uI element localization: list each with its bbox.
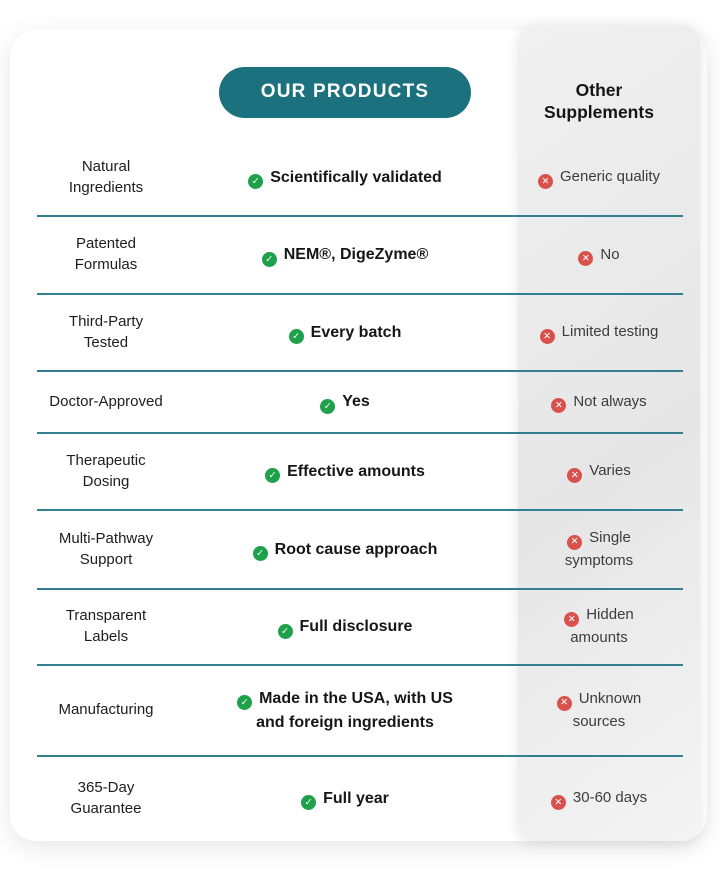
- feature-cell: Manufacturing: [37, 666, 175, 755]
- check-circle-icon: ✓: [261, 251, 277, 267]
- x-circle-icon: ✕: [578, 251, 594, 267]
- feature-label: Manufacturing: [58, 701, 154, 719]
- x-circle-icon: ✕: [556, 695, 572, 711]
- others-cell: ✕ No: [515, 217, 683, 293]
- ours-value: Scientifically validated: [270, 168, 442, 186]
- ours-cell: ✓ Effective amounts: [175, 434, 515, 509]
- ours-value: Full year: [323, 789, 389, 807]
- others-cell: ✕ Limited testing: [515, 295, 683, 370]
- others-value: Hidden amounts: [570, 606, 634, 647]
- table-row: Patented Formulas ✓ NEM®, DigeZyme® ✕ No: [37, 217, 683, 295]
- x-circle-icon: ✕: [550, 794, 566, 810]
- ours-cell: ✓ Yes: [175, 372, 515, 432]
- ours-cell: ✓ NEM®, DigeZyme®: [175, 217, 515, 293]
- others-cell: ✕ Unknown sources: [515, 666, 683, 755]
- ours-cell: ✓ Full year: [175, 757, 515, 840]
- ours-value: Made in the USA, with US and foreign ing…: [256, 689, 453, 731]
- feature-cell: 365-Day Guarantee: [37, 757, 175, 840]
- ours-cell: ✓ Made in the USA, with US and foreign in…: [175, 666, 515, 755]
- ours-cell: ✓ Full disclosure: [175, 590, 515, 664]
- ours-value: NEM®, DigeZyme®: [283, 246, 429, 263]
- feature-cell: Natural Ingredients: [37, 140, 175, 215]
- table-header: OUR PRODUCTS Other Supplements: [37, 30, 683, 140]
- x-circle-icon: ✕: [567, 467, 583, 483]
- feature-label: Patented Formulas: [74, 235, 138, 273]
- background-strip-bottom: [184, 838, 514, 879]
- table-row: 365-Day Guarantee ✓ Full year ✕ 30-60 days: [37, 757, 683, 840]
- x-circle-icon: ✕: [539, 328, 555, 344]
- x-circle-icon: ✕: [537, 173, 553, 189]
- table-row: Third-Party Tested ✓ Every batch ✕ Limited…: [37, 295, 683, 372]
- ours-value: Effective amounts: [287, 462, 425, 480]
- other-supplements-header-cell: Other Supplements: [515, 42, 683, 127]
- check-circle-icon: ✓: [248, 174, 264, 190]
- feature-label: Multi-Pathway Support: [58, 529, 154, 568]
- comparison-table: OUR PRODUCTS Other Supplements Natural I…: [37, 30, 683, 840]
- others-cell: ✕ Single symptoms: [515, 511, 683, 588]
- feature-cell: Patented Formulas: [37, 217, 175, 293]
- table-row: Multi-Pathway Support ✓ Root cause approa…: [37, 511, 683, 590]
- feature-label: Doctor-Approved: [49, 392, 163, 410]
- check-circle-icon: ✓: [288, 329, 304, 345]
- others-value: Single symptoms: [564, 528, 634, 569]
- x-circle-icon: ✕: [551, 398, 567, 414]
- ours-value: Full disclosure: [299, 618, 413, 635]
- others-value: No: [600, 245, 620, 263]
- ours-cell: ✓ Scientifically validated: [175, 140, 515, 215]
- others-value: Not always: [573, 392, 647, 410]
- others-cell: ✕ Varies: [515, 434, 683, 509]
- x-circle-icon: ✕: [567, 534, 583, 550]
- ours-value: Root cause approach: [274, 540, 438, 558]
- our-products-badge: OUR PRODUCTS: [219, 66, 471, 118]
- feature-label: Transparent Labels: [65, 607, 147, 645]
- feature-cell: Third-Party Tested: [37, 295, 175, 370]
- others-cell: ✕ Hidden amounts: [515, 590, 683, 664]
- ours-cell: ✓ Root cause approach: [175, 511, 515, 588]
- others-value: Unknown sources: [572, 689, 642, 730]
- table-row: Natural Ingredients ✓ Scientifically vali…: [37, 140, 683, 217]
- feature-label: Therapeutic Dosing: [66, 451, 146, 490]
- feature-cell: Doctor-Approved: [37, 372, 175, 432]
- others-cell: ✕ 30-60 days: [515, 757, 683, 840]
- our-products-badge-cell: OUR PRODUCTS: [175, 53, 515, 118]
- feature-label: 365-Day Guarantee: [70, 778, 142, 817]
- others-value: Varies: [589, 462, 631, 480]
- check-circle-icon: ✓: [237, 695, 253, 711]
- feature-cell: Therapeutic Dosing: [37, 434, 175, 509]
- others-value: 30-60 days: [572, 789, 648, 807]
- other-supplements-header: Other Supplements: [544, 80, 654, 122]
- check-circle-icon: ✓: [277, 623, 293, 639]
- others-value: Limited testing: [561, 323, 659, 341]
- others-cell: ✕ Not always: [515, 372, 683, 432]
- check-circle-icon: ✓: [301, 795, 317, 811]
- check-circle-icon: ✓: [252, 546, 268, 562]
- feature-cell: Transparent Labels: [37, 590, 175, 664]
- table-row: Doctor-Approved ✓ Yes ✕ Not always: [37, 372, 683, 434]
- table-row: Transparent Labels ✓ Full disclosure ✕ Hid…: [37, 590, 683, 666]
- x-circle-icon: ✕: [564, 612, 580, 628]
- ours-value: Yes: [342, 393, 370, 410]
- check-circle-icon: ✓: [265, 468, 281, 484]
- header-spacer: [37, 81, 175, 89]
- ours-cell: ✓ Every batch: [175, 295, 515, 370]
- others-value: Generic quality: [559, 168, 661, 186]
- others-cell: ✕ Generic quality: [515, 140, 683, 215]
- feature-label: Natural Ingredients: [68, 157, 144, 196]
- feature-label: Third-Party Tested: [68, 312, 144, 351]
- feature-cell: Multi-Pathway Support: [37, 511, 175, 588]
- table-row: Therapeutic Dosing ✓ Effective amounts ✕ V…: [37, 434, 683, 511]
- table-row: Manufacturing ✓ Made in the USA, with US …: [37, 666, 683, 757]
- ours-value: Every batch: [310, 323, 402, 341]
- check-circle-icon: ✓: [320, 398, 336, 414]
